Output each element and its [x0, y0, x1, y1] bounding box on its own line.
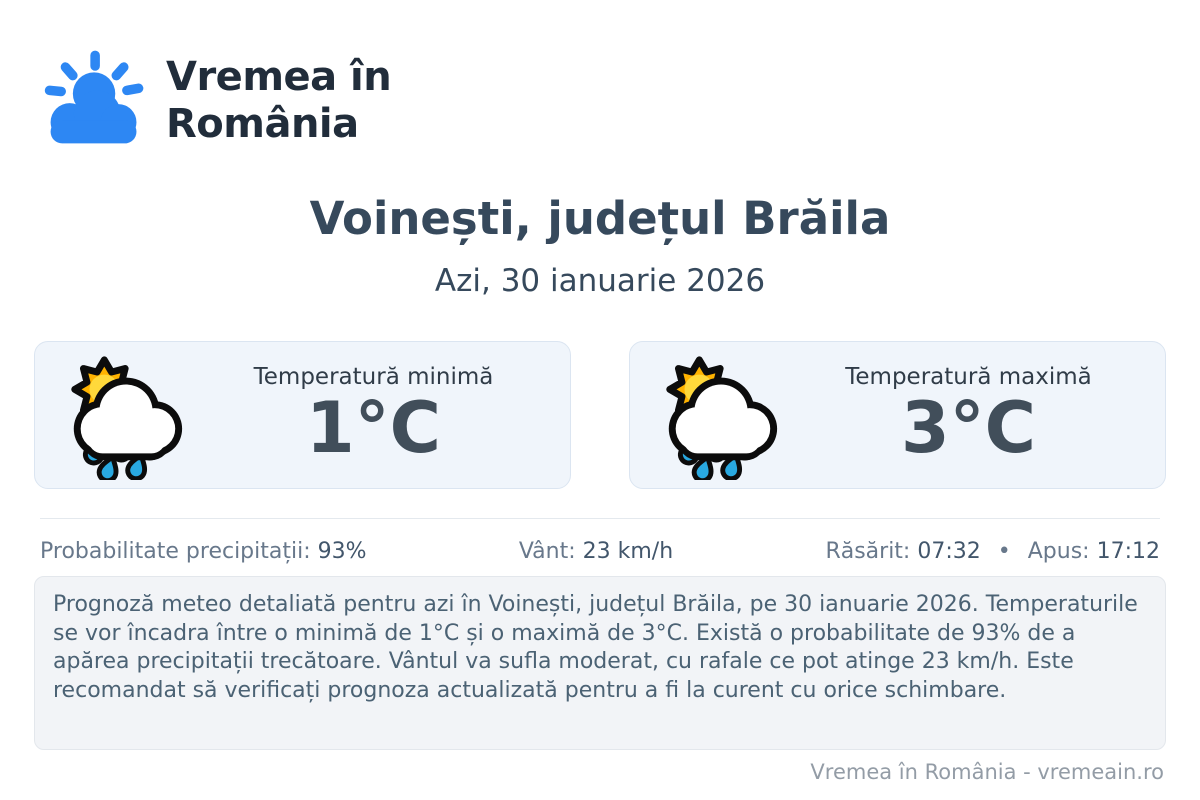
- min-temperature-label: Temperatură minimă: [253, 363, 494, 390]
- max-temperature-card: Temperatură maximă 3°C: [629, 341, 1166, 489]
- sunrise-value: 07:32: [917, 539, 981, 564]
- temperature-cards: Temperatură minimă 1°C Temperatură maxim…: [34, 341, 1166, 489]
- min-temperature-text: Temperatură minimă 1°C: [189, 364, 558, 463]
- sun-behind-rain-cloud-icon: [59, 350, 189, 480]
- logo-line-1: Vremea în: [166, 54, 392, 100]
- wind-label: Vânt:: [518, 539, 576, 564]
- sun-times-stat: Răsărit: 07:32 • Apus: 17:12: [825, 539, 1160, 564]
- precipitation-value: 93%: [317, 539, 367, 564]
- stats-row: Probabilitate precipitații: 93% Vânt: 23…: [40, 539, 1160, 564]
- sunset-value: 17:12: [1096, 539, 1160, 564]
- max-temperature-label: Temperatură maximă: [845, 363, 1092, 390]
- precipitation-label: Probabilitate precipitații:: [40, 539, 311, 564]
- footer-site-credit[interactable]: Vremea în România - vremeain.ro: [810, 760, 1164, 784]
- max-temperature-text: Temperatură maximă 3°C: [784, 364, 1153, 463]
- precipitation-stat: Probabilitate precipitații: 93%: [40, 539, 367, 564]
- min-temperature-value: 1°C: [305, 386, 442, 469]
- date-subtitle: Azi, 30 ianuarie 2026: [434, 263, 766, 299]
- wind-value: 23 km/h: [582, 539, 674, 564]
- sun-behind-rain-cloud-icon: [654, 350, 784, 480]
- stats-divider: [40, 518, 1160, 519]
- forecast-description: Prognoză meteo detaliată pentru azi în V…: [53, 592, 1138, 703]
- bullet-separator: •: [997, 539, 1011, 564]
- logo-line-2: România: [166, 101, 359, 147]
- wind-stat: Vânt: 23 km/h: [519, 539, 673, 564]
- sunset-label: Apus:: [1027, 539, 1090, 564]
- site-logo[interactable]: Vremea în România: [40, 48, 392, 154]
- sun-cloud-logo-icon: [44, 50, 144, 144]
- forecast-description-box: Prognoză meteo detaliată pentru azi în V…: [34, 576, 1166, 750]
- max-temperature-value: 3°C: [900, 386, 1037, 469]
- page-title: Voinești, județul Brăila: [309, 192, 891, 245]
- min-temperature-card: Temperatură minimă 1°C: [34, 341, 571, 489]
- sunrise-label: Răsărit:: [825, 539, 911, 564]
- site-logo-text: Vremea în România: [166, 54, 392, 148]
